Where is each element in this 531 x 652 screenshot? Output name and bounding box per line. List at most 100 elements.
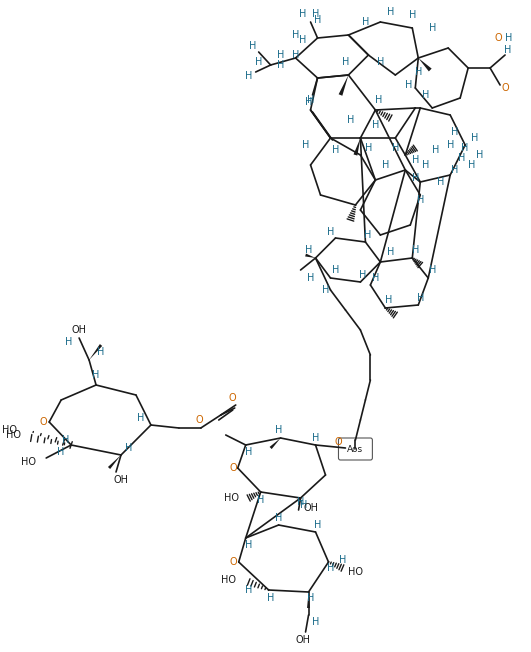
Text: H: H: [299, 35, 306, 45]
Text: H: H: [327, 227, 334, 237]
Text: H: H: [458, 153, 466, 163]
Text: H: H: [468, 160, 476, 170]
Text: HO: HO: [348, 567, 363, 577]
Text: H: H: [392, 143, 399, 153]
Text: H: H: [461, 143, 469, 153]
Text: H: H: [92, 370, 100, 380]
Text: H: H: [342, 57, 349, 67]
Text: H: H: [332, 265, 339, 275]
Text: H: H: [307, 593, 314, 603]
Text: H: H: [327, 563, 334, 573]
Text: H: H: [451, 165, 459, 175]
Text: H: H: [376, 57, 384, 67]
Text: H: H: [372, 120, 379, 130]
Text: HO: HO: [2, 425, 17, 435]
Text: H: H: [429, 23, 436, 33]
Polygon shape: [305, 254, 315, 258]
Text: H: H: [65, 337, 73, 347]
Polygon shape: [270, 438, 280, 449]
Text: H: H: [299, 9, 306, 19]
Text: H: H: [57, 447, 65, 457]
Text: O: O: [39, 417, 47, 427]
Text: H: H: [297, 497, 304, 507]
Text: H: H: [417, 195, 424, 205]
Text: H: H: [429, 265, 436, 275]
Text: H: H: [312, 617, 319, 627]
Polygon shape: [339, 75, 348, 96]
Text: H: H: [292, 30, 299, 40]
Text: H: H: [405, 80, 412, 90]
Text: H: H: [472, 133, 479, 143]
Text: HO: HO: [221, 575, 236, 585]
Text: H: H: [332, 145, 339, 155]
Text: H: H: [249, 41, 256, 51]
Text: H: H: [302, 140, 309, 150]
Text: H: H: [422, 160, 429, 170]
Text: O: O: [195, 415, 203, 425]
Text: H: H: [384, 295, 392, 305]
Text: H: H: [322, 285, 329, 295]
Text: HO: HO: [21, 457, 36, 467]
Text: H: H: [245, 540, 252, 550]
Text: H: H: [312, 433, 319, 443]
Text: O: O: [501, 83, 509, 93]
Text: H: H: [305, 245, 312, 255]
Text: H: H: [359, 270, 366, 280]
Text: H: H: [307, 273, 314, 283]
Text: H: H: [292, 50, 299, 60]
Text: H: H: [275, 513, 282, 523]
Text: H: H: [97, 347, 105, 357]
Text: H: H: [365, 143, 372, 153]
Text: OH: OH: [114, 475, 129, 485]
Text: H: H: [436, 177, 444, 187]
Text: H: H: [277, 60, 284, 70]
Text: H: H: [412, 173, 419, 183]
Text: H: H: [412, 245, 419, 255]
Text: HO: HO: [6, 430, 21, 440]
Text: O: O: [494, 33, 502, 43]
Text: H: H: [138, 413, 144, 423]
Text: O: O: [335, 437, 342, 447]
Text: H: H: [277, 50, 284, 60]
Text: H: H: [412, 155, 419, 165]
Text: H: H: [257, 495, 264, 505]
Text: H: H: [63, 435, 70, 445]
Text: OH: OH: [295, 635, 310, 645]
Text: H: H: [362, 17, 369, 27]
Text: H: H: [372, 273, 379, 283]
Text: H: H: [506, 33, 513, 43]
Text: H: H: [422, 90, 429, 100]
Text: H: H: [125, 443, 133, 453]
Text: O: O: [230, 557, 237, 567]
Text: H: H: [417, 293, 424, 303]
Text: O: O: [230, 463, 237, 473]
Text: H: H: [387, 247, 394, 257]
Text: H: H: [387, 7, 394, 17]
Polygon shape: [89, 344, 102, 360]
Text: H: H: [300, 500, 307, 510]
Polygon shape: [108, 455, 121, 469]
Text: H: H: [432, 145, 439, 155]
Text: H: H: [314, 15, 321, 25]
Text: H: H: [451, 127, 459, 137]
Text: OH: OH: [72, 325, 87, 335]
Text: H: H: [245, 71, 252, 81]
Text: H: H: [245, 447, 252, 457]
Text: H: H: [307, 95, 314, 105]
Text: OH: OH: [303, 503, 318, 513]
Text: H: H: [476, 150, 484, 160]
Text: H: H: [312, 9, 319, 19]
Text: H: H: [415, 67, 422, 77]
Text: H: H: [305, 97, 312, 107]
FancyBboxPatch shape: [338, 438, 372, 460]
Text: HO: HO: [224, 493, 239, 503]
Text: H: H: [255, 57, 262, 67]
Text: H: H: [267, 593, 275, 603]
Polygon shape: [354, 138, 361, 156]
Polygon shape: [418, 58, 432, 72]
Text: Aos: Aos: [347, 445, 364, 454]
Text: H: H: [364, 230, 371, 240]
Text: H: H: [408, 10, 416, 20]
Text: H: H: [504, 45, 512, 55]
Text: H: H: [314, 520, 321, 530]
